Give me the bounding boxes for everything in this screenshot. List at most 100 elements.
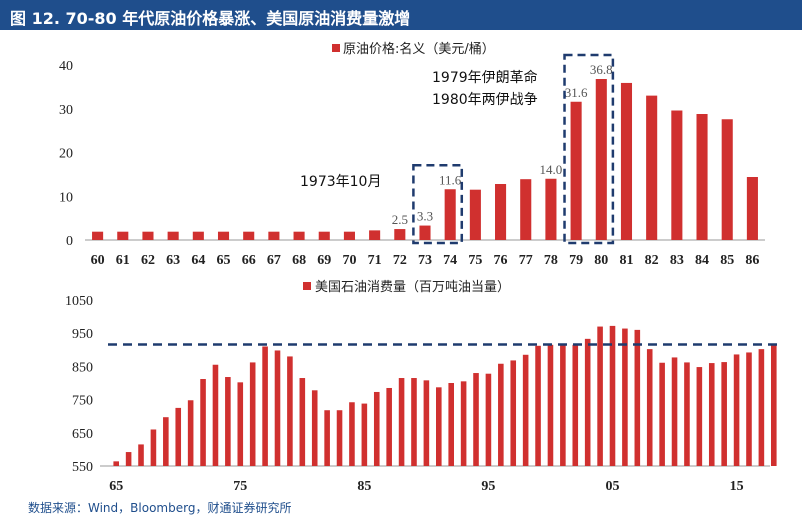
y-tick-label: 750 <box>72 394 93 409</box>
consumption-bar <box>634 329 641 466</box>
x-tick-label: 74 <box>443 253 457 268</box>
price-bar <box>318 231 330 240</box>
price-bar <box>92 231 104 240</box>
price-bar <box>746 177 758 240</box>
price-bar <box>620 82 633 240</box>
x-tick-label: 65 <box>217 253 231 268</box>
x-tick-label: 15 <box>730 479 744 494</box>
consumption-bar <box>522 354 529 466</box>
consumption-bar <box>349 402 355 466</box>
consumption-bar <box>237 382 244 466</box>
consumption-bar <box>299 378 306 466</box>
title-bar: 图 12. 70-80 年代原油价格暴涨、美国原油消费量激增 <box>0 0 802 30</box>
price-bar <box>469 189 481 240</box>
price-bar <box>394 229 406 240</box>
price-bar <box>721 119 733 240</box>
x-tick-label: 82 <box>645 253 659 268</box>
x-tick-label: 05 <box>606 479 620 494</box>
x-tick-label: 77 <box>519 253 533 268</box>
x-tick-label: 80 <box>594 253 608 268</box>
data-label: 3.3 <box>417 209 433 224</box>
y-tick-label: 950 <box>72 327 93 342</box>
y-tick-label: 20 <box>59 147 73 162</box>
x-tick-label: 69 <box>317 253 331 268</box>
price-bar <box>646 95 658 240</box>
source-note: 数据来源：Wind，Bloomberg，财通证券研究所 <box>28 501 292 515</box>
price-bar <box>520 179 532 240</box>
price-bar <box>570 101 582 240</box>
consumption-bar <box>572 344 579 466</box>
legend-label: 美国石油消费量（百万吨油当量） <box>315 280 510 295</box>
consumption-bar <box>721 362 727 466</box>
x-tick-label: 65 <box>109 479 123 494</box>
consumption-bar <box>436 387 442 466</box>
x-tick-label: 71 <box>368 253 382 268</box>
consumption-bar <box>336 410 343 466</box>
consumption-bar <box>696 367 703 466</box>
x-tick-label: 84 <box>695 253 709 268</box>
price-bar <box>268 231 280 240</box>
price-bar <box>369 230 381 240</box>
consumption-bar <box>758 349 765 466</box>
y-tick-label: 0 <box>66 234 73 249</box>
annotation: 1973年10月 <box>300 174 381 190</box>
x-tick-label: 78 <box>544 253 558 268</box>
consumption-bar <box>708 363 715 466</box>
x-tick-label: 68 <box>292 253 306 268</box>
consumption-bar <box>311 390 318 466</box>
legend-swatch <box>332 44 340 52</box>
price-bar <box>167 231 179 240</box>
x-tick-label: 64 <box>191 253 205 268</box>
y-tick-label: 550 <box>72 460 93 475</box>
consumption-bar <box>262 346 268 466</box>
consumption-bar <box>113 461 119 466</box>
price-bar <box>595 79 607 240</box>
consumption-bar <box>287 356 293 466</box>
consumption-bar <box>225 377 231 466</box>
consumption-bar <box>584 338 591 466</box>
highlight-box <box>563 53 615 245</box>
consumption-bar <box>138 444 144 466</box>
consumption-bar <box>423 380 430 466</box>
consumption-bar <box>671 357 678 466</box>
price-bar <box>444 189 456 240</box>
x-tick-label: 70 <box>342 253 356 268</box>
consumption-bar <box>597 326 603 466</box>
consumption-bar <box>510 360 517 466</box>
consumption-bar <box>386 387 392 466</box>
consumption-bar <box>771 343 777 466</box>
price-bar <box>671 110 683 240</box>
x-tick-label: 85 <box>720 253 734 268</box>
oil-price-chart: 0 10 20 30 40 60 61 62 63 64 65 66 67 68 69 70 71 72 73 74 7… <box>59 41 765 268</box>
data-label: 2.5 <box>392 212 408 227</box>
data-label: 36.8 <box>590 62 613 77</box>
x-tick-label: 67 <box>267 253 281 268</box>
consumption-bar <box>249 362 256 466</box>
consumption-bar <box>485 373 492 466</box>
x-tick-label: 72 <box>393 253 407 268</box>
legend-label: 原油价格:名义（美元/桶） <box>343 41 495 57</box>
price-bar <box>142 231 154 240</box>
price-bar <box>419 225 431 240</box>
y-tick-label: 30 <box>59 103 73 118</box>
y-tick-label: 650 <box>72 427 93 442</box>
annotation: 1979年伊朗革命 <box>432 69 538 86</box>
consumption-bar <box>200 379 206 466</box>
price-bar <box>217 231 230 240</box>
consumption-bar <box>684 362 690 466</box>
consumption-bar <box>324 410 330 466</box>
consumption-bar <box>560 345 566 466</box>
consumption-bar <box>398 378 405 466</box>
x-tick-label: 63 <box>166 253 180 268</box>
consumption-bar <box>646 349 653 466</box>
consumption-bar <box>473 373 479 466</box>
consumption-bar <box>547 344 554 466</box>
consumption-bar <box>746 352 752 466</box>
consumption-bar <box>361 403 368 466</box>
consumption-bar <box>609 325 616 466</box>
consumption-bar <box>175 407 182 466</box>
x-tick-label: 85 <box>357 479 371 494</box>
price-bar <box>117 231 129 240</box>
consumption-bar <box>163 417 169 466</box>
x-tick-label: 73 <box>418 253 432 268</box>
